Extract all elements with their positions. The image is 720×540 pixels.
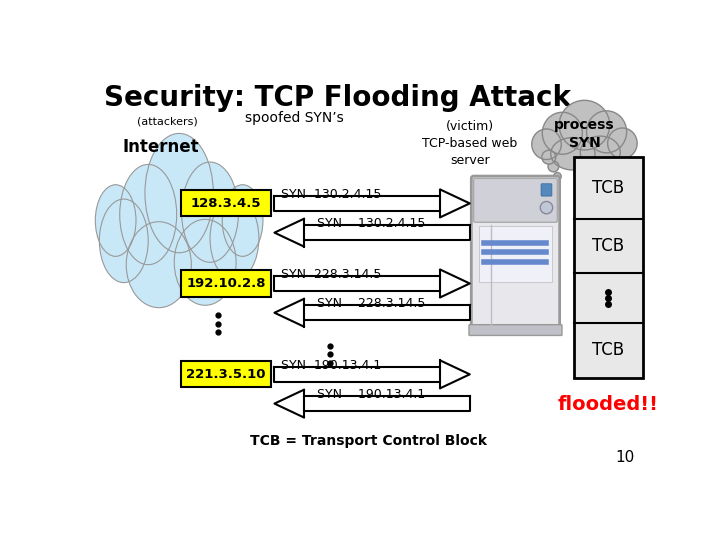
Polygon shape <box>274 299 304 327</box>
Text: SYN  130.2.4.15: SYN 130.2.4.15 <box>281 188 381 201</box>
Text: Internet: Internet <box>122 138 199 156</box>
Ellipse shape <box>210 197 259 280</box>
Text: (victim)
TCP-based web
server: (victim) TCP-based web server <box>422 120 518 167</box>
FancyBboxPatch shape <box>181 271 271 296</box>
FancyBboxPatch shape <box>181 190 271 217</box>
Text: Security: TCP Flooding Attack: Security: TCP Flooding Attack <box>104 84 571 112</box>
Polygon shape <box>274 195 441 211</box>
Ellipse shape <box>542 112 582 154</box>
Polygon shape <box>274 219 304 247</box>
Text: flooded!!: flooded!! <box>558 395 659 414</box>
Polygon shape <box>441 190 469 217</box>
Text: TCB: TCB <box>593 179 624 197</box>
Ellipse shape <box>181 162 238 262</box>
Text: spoofed SYN’s: spoofed SYN’s <box>245 111 343 125</box>
Ellipse shape <box>580 136 621 168</box>
Text: SYN    228.3.14.5: SYN 228.3.14.5 <box>317 298 426 310</box>
Polygon shape <box>274 276 441 291</box>
Polygon shape <box>441 269 469 298</box>
FancyBboxPatch shape <box>469 325 562 335</box>
Text: TCB = Transport Control Block: TCB = Transport Control Block <box>251 434 487 448</box>
FancyBboxPatch shape <box>541 184 552 196</box>
Ellipse shape <box>559 100 610 150</box>
Ellipse shape <box>532 129 562 159</box>
Ellipse shape <box>120 165 176 265</box>
Ellipse shape <box>174 219 236 305</box>
FancyBboxPatch shape <box>474 178 557 222</box>
Text: 128.3.4.5: 128.3.4.5 <box>191 197 261 210</box>
Polygon shape <box>304 396 469 411</box>
Text: (attackers): (attackers) <box>137 117 197 126</box>
Ellipse shape <box>126 222 192 308</box>
Text: TCB: TCB <box>593 237 624 255</box>
Ellipse shape <box>99 199 148 282</box>
Text: TCB: TCB <box>593 341 624 360</box>
Ellipse shape <box>95 185 136 256</box>
FancyBboxPatch shape <box>472 176 559 331</box>
Ellipse shape <box>551 138 595 170</box>
Ellipse shape <box>145 133 213 253</box>
Text: SYN    190.13.4.1: SYN 190.13.4.1 <box>317 388 426 401</box>
Text: process
SYN: process SYN <box>554 118 615 150</box>
Text: SYN  228.3.14.5: SYN 228.3.14.5 <box>281 268 381 281</box>
Ellipse shape <box>608 128 637 159</box>
Polygon shape <box>441 361 469 388</box>
Text: SYN  190.13.4.1: SYN 190.13.4.1 <box>281 359 381 372</box>
Circle shape <box>540 201 553 214</box>
Circle shape <box>554 173 561 180</box>
Polygon shape <box>304 225 469 240</box>
Ellipse shape <box>587 111 626 153</box>
Circle shape <box>548 161 559 172</box>
Circle shape <box>542 150 556 164</box>
FancyBboxPatch shape <box>479 226 552 281</box>
Polygon shape <box>274 390 304 417</box>
Text: 10: 10 <box>615 450 634 465</box>
Text: SYN    130.2.4.15: SYN 130.2.4.15 <box>317 217 426 231</box>
FancyBboxPatch shape <box>181 361 271 387</box>
Ellipse shape <box>222 185 263 256</box>
FancyBboxPatch shape <box>574 157 644 378</box>
Polygon shape <box>274 367 441 382</box>
Text: 192.10.2.8: 192.10.2.8 <box>186 277 266 290</box>
Polygon shape <box>304 305 469 320</box>
Text: 221.3.5.10: 221.3.5.10 <box>186 368 266 381</box>
